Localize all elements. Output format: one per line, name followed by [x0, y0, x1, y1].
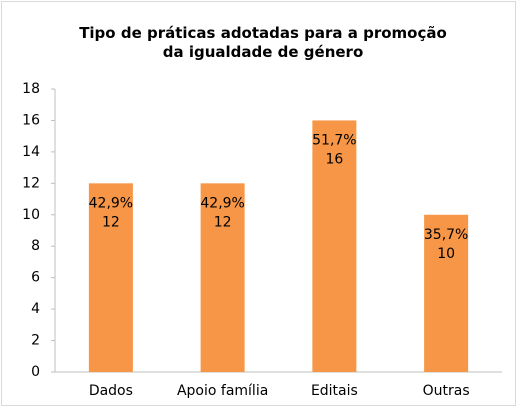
y-tick-label: 16	[22, 112, 40, 128]
y-tick-label: 14	[22, 144, 40, 160]
bar	[200, 183, 245, 372]
y-tick-label: 10	[22, 207, 40, 223]
percent-label: 35,7%	[424, 227, 468, 243]
value-label: 12	[214, 214, 232, 230]
x-tick-label: Outras	[423, 383, 470, 399]
bar	[424, 214, 469, 372]
y-tick-label: 6	[31, 270, 40, 286]
value-label: 16	[325, 151, 343, 167]
y-tick-label: 4	[31, 301, 40, 317]
y-tick-label: 0	[31, 364, 40, 380]
x-tick-label: Dados	[89, 383, 133, 399]
y-tick-label: 18	[22, 81, 40, 97]
bar	[88, 183, 133, 372]
bar	[312, 120, 357, 372]
chart-title: Tipo de práticas adotadas para a promoçã…	[79, 24, 447, 61]
y-tick-label: 2	[31, 333, 40, 349]
percent-label: 42,9%	[200, 195, 244, 211]
x-tick-label: Editais	[311, 383, 358, 399]
value-label: 10	[437, 246, 455, 262]
percent-label: 42,9%	[89, 195, 133, 211]
value-label: 12	[102, 214, 120, 230]
percent-label: 51,7%	[312, 132, 356, 148]
x-tick-label: Apoio família	[177, 383, 268, 399]
y-tick-label: 12	[22, 175, 40, 191]
y-tick-label: 8	[31, 238, 40, 254]
